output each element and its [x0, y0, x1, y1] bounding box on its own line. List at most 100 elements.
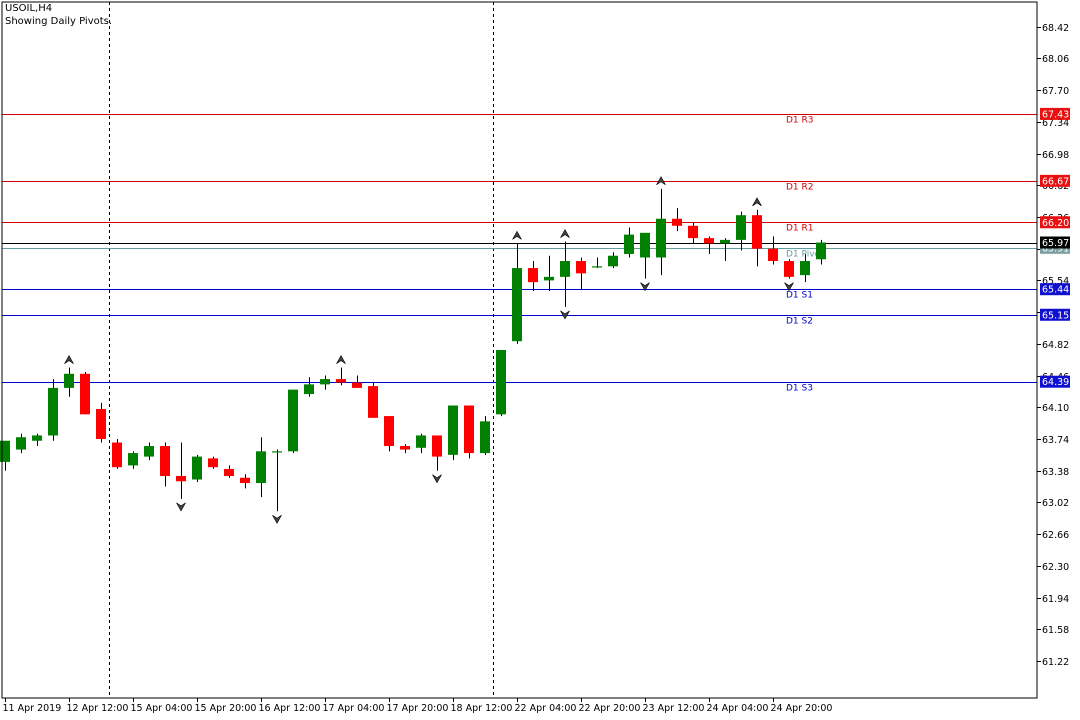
chart-axes: 68.4268.0667.7067.3466.9866.6266.2665.90… [1, 1, 1069, 714]
x-tick-label: 17 Apr 20:00 [387, 703, 449, 714]
y-tick-label: 62.66 [1042, 530, 1069, 541]
fractal-down-arrow [176, 502, 186, 512]
pivot-line-d1-s3-label: D1 S3 [786, 384, 813, 394]
x-tick-label: 15 Apr 20:00 [195, 703, 257, 714]
candle-body-bearish [80, 373, 90, 415]
price-tag-d1-r1 [1040, 216, 1070, 229]
candle-body-bullish [624, 234, 634, 254]
candles [0, 188, 826, 512]
x-tick-label: 17 Apr 04:00 [323, 703, 385, 714]
fractal-up-arrow [656, 176, 666, 186]
fractal-down-arrow [560, 310, 570, 320]
candle-body-bullish [448, 405, 458, 455]
x-tick-label: 24 Apr 04:00 [707, 703, 769, 714]
price-tag-d1-r2 [1040, 174, 1070, 187]
candle-body-bearish [160, 446, 170, 476]
y-tick-label: 68.42 [1042, 23, 1069, 34]
candle-body-bearish [336, 379, 346, 383]
candle-body-bearish [768, 248, 778, 262]
x-tick-label: 22 Apr 04:00 [515, 703, 577, 714]
y-tick-label: 61.94 [1042, 594, 1069, 605]
candle-body-bearish [176, 475, 186, 482]
price-tags: 67.43 66.67 66.20 65.91 65.44 65.15 64.39 65.97 [1040, 107, 1070, 388]
x-tick-label: 15 Apr 04:00 [131, 703, 193, 714]
candle-body-bullish [592, 266, 602, 268]
candle-body-bearish [368, 386, 378, 418]
y-tick-label: 62.30 [1042, 562, 1069, 573]
pivot-line-d1-r3-label: D1 R3 [786, 116, 814, 126]
x-tick-label: 18 Apr 12:00 [451, 703, 513, 714]
candle-body-bearish [528, 268, 538, 283]
candle-body-bearish [432, 435, 442, 457]
candle-body-bullish [736, 215, 746, 240]
price-tag-d1-s3 [1040, 375, 1070, 388]
fractal-up-arrow [336, 355, 346, 364]
chart-frame [1, 1, 1038, 699]
candle-body-bearish [400, 446, 410, 450]
y-tick-label: 61.58 [1042, 625, 1069, 636]
x-tick-label: 23 Apr 12:00 [643, 703, 705, 714]
x-tick-label: 22 Apr 20:00 [579, 703, 641, 714]
candle-body-bullish [144, 446, 154, 457]
candle-body-bullish [496, 350, 506, 415]
candle-body-bullish [640, 232, 650, 258]
fractal-down-arrow [432, 474, 442, 484]
candle-body-bullish [128, 453, 138, 466]
pivot-line-d1-s1-label: D1 S1 [786, 291, 813, 301]
y-tick-label: 67.70 [1042, 86, 1069, 97]
price-tag-d1-pivot-text: 65.91 [1042, 243, 1069, 254]
candle-body-bullish [608, 255, 618, 267]
candle-body-bullish [64, 373, 74, 388]
fractal-up-arrow [512, 230, 522, 240]
fractal-up-arrow [64, 355, 74, 364]
candle-body-bullish [560, 261, 570, 277]
price-tag-d1-s1 [1040, 283, 1070, 296]
candle-body-bullish [800, 261, 810, 276]
candle-body-bullish [16, 437, 26, 450]
candle-body-bearish [240, 477, 250, 484]
candle-body-bearish [672, 218, 682, 226]
candle-body-bearish [576, 261, 586, 274]
candle-body-bullish [32, 435, 42, 441]
x-tick-label: 16 Apr 12:00 [259, 703, 321, 714]
x-tick-label: 24 Apr 20:00 [771, 703, 833, 714]
fractal-down-arrow [784, 282, 794, 292]
y-tick-label: 64.10 [1042, 403, 1069, 414]
y-tick-label: 61.22 [1042, 657, 1069, 668]
candle-body-bullish [272, 451, 282, 453]
candle-body-bullish [192, 456, 202, 480]
price-tag-d1-r3 [1040, 107, 1070, 120]
y-tick-label: 68.06 [1042, 54, 1069, 65]
candle-body-bullish [720, 239, 730, 244]
candle-body-bullish [256, 451, 266, 484]
candle-body-bullish [0, 440, 10, 462]
candle-body-bearish [96, 409, 106, 439]
candle-body-bullish [48, 387, 58, 436]
fractal-markers [64, 176, 794, 524]
candle-body-bullish [416, 435, 426, 448]
candle-body-bearish [352, 382, 362, 388]
fractal-down-arrow [272, 514, 282, 524]
fractal-up-arrow [752, 197, 762, 207]
y-tick-label: 66.98 [1042, 150, 1069, 161]
price-tag-d1-s3-text: 64.39 [1042, 377, 1069, 388]
y-tick-label: 64.82 [1042, 340, 1069, 351]
y-tick-label: 63.74 [1042, 435, 1069, 446]
candle-body-bearish [208, 458, 218, 468]
y-tick-label: 63.02 [1042, 498, 1069, 509]
candle-body-bearish [752, 215, 762, 249]
price-tag-current-text: 65.97 [1042, 238, 1069, 249]
x-tick-label: 12 Apr 12:00 [67, 703, 129, 714]
candle-body-bullish [512, 268, 522, 342]
x-tick-label: 11 Apr 2019 [3, 703, 62, 714]
pivot-line-d1-r1-label: D1 R1 [786, 224, 814, 234]
price-tag-d1-s2 [1040, 308, 1070, 321]
y-tick-label: 67.34 [1042, 118, 1069, 129]
pivot-line-d1-r2-label: D1 R2 [786, 183, 814, 193]
candle-body-bearish [704, 238, 714, 244]
price-tag-d1-s1-text: 65.44 [1042, 285, 1069, 296]
indicator-caption: Showing Daily Pivots. [5, 16, 113, 27]
fractal-down-arrow [640, 282, 650, 292]
